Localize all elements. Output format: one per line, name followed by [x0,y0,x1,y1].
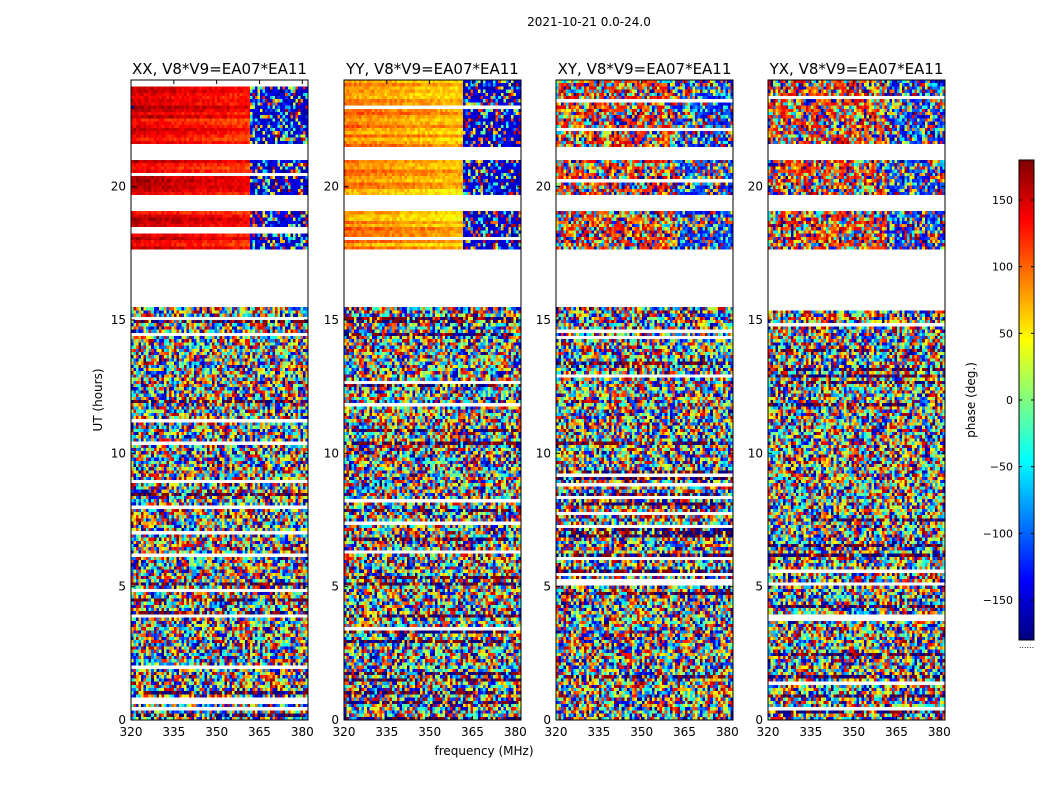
panel-frame [343,79,522,721]
y-tick-label: 20 [324,180,339,194]
y-tick-label: 5 [331,580,339,594]
colorbar-footer-dots: ...... [1019,641,1034,650]
colorbar-tick-label: −100 [983,527,1013,540]
y-tick-label: 0 [331,713,339,727]
phase-waterfall-image [131,80,308,720]
colorbar-tick-label: 0 [1006,394,1013,407]
colorbar-tick-label: 100 [992,261,1013,274]
x-tick-label: 380 [928,725,951,739]
x-tick-label: 380 [716,725,739,739]
x-tick-label: 335 [162,725,185,739]
colorbar-label: phase (deg.) [964,362,978,438]
x-tick-label: 320 [757,725,780,739]
x-tick-label: 365 [248,725,271,739]
x-tick-label: 350 [842,725,865,739]
y-tick-label: 20 [748,180,763,194]
y-tick-label: 0 [755,713,763,727]
y-tick-label: 5 [118,580,126,594]
x-tick-label: 380 [504,725,527,739]
y-tick-label: 5 [543,580,551,594]
y-tick-label: 15 [748,313,763,327]
x-tick-label: 350 [205,725,228,739]
panel-title: YY, V8*V9=EA07*EA11 [345,60,519,78]
x-tick-label: 335 [375,725,398,739]
panel-title: XX, V8*V9=EA07*EA11 [132,60,307,78]
x-tick-label: 335 [799,725,822,739]
x-tick-label: 320 [545,725,568,739]
y-tick-label: 10 [748,446,763,460]
panel-title: XY, V8*V9=EA07*EA11 [558,60,732,78]
y-tick-label: 5 [755,580,763,594]
colorbar-tick-label: −50 [990,461,1013,474]
panel-1: XX, V8*V9=EA07*EA11 320 335 350 365 380 0 5 10 15… [111,60,314,739]
y-tick-label: 20 [536,180,551,194]
x-tick-label: 335 [587,725,610,739]
x-tick-label: 365 [461,725,484,739]
x-tick-label: 320 [120,725,143,739]
panel-4: YX, V8*V9=EA07*EA11 320 335 350 365 380 0 5 10 15… [748,60,951,739]
x-tick-label: 350 [418,725,441,739]
x-axis-label: frequency (MHz) [434,744,533,758]
phase-waterfall-image [344,80,521,720]
phase-waterfall-image [768,80,945,720]
y-tick-label: 10 [536,446,551,460]
y-axis-label: UT (hours) [91,368,105,431]
colorbar-tick-label: 50 [999,327,1013,340]
x-tick-label: 365 [673,725,696,739]
panel-frame [555,79,734,721]
y-tick-label: 10 [111,446,126,460]
y-tick-label: 0 [543,713,551,727]
panel-frame [130,79,309,721]
phase-waterfall-image [556,80,733,720]
panel-frame [767,79,946,721]
panel-2: YY, V8*V9=EA07*EA11 320 335 350 365 380 0 5 10 15… [324,60,527,739]
x-tick-label: 350 [630,725,653,739]
figure-suptitle: 2021-10-21 0.0-24.0 [527,15,651,29]
colorbar: 150 100 50 0 −50 −100 −150 phase (deg.)...... [964,159,1035,650]
x-tick-label: 380 [291,725,314,739]
panels-group: XX, V8*V9=EA07*EA11 320 335 350 365 380 0 5 10 15… [111,60,951,739]
y-tick-label: 15 [324,313,339,327]
x-tick-label: 365 [885,725,908,739]
colorbar-tick-label: −150 [983,594,1013,607]
colorbar-tick-label: 150 [992,194,1013,207]
y-tick-label: 0 [118,713,126,727]
y-tick-label: 15 [536,313,551,327]
y-tick-label: 10 [324,446,339,460]
y-tick-label: 20 [111,180,126,194]
y-tick-label: 15 [111,313,126,327]
panel-title: YX, V8*V9=EA07*EA11 [769,60,944,78]
panel-3: XY, V8*V9=EA07*EA11 320 335 350 365 380 0 5 10 15… [536,60,739,739]
x-tick-label: 320 [333,725,356,739]
